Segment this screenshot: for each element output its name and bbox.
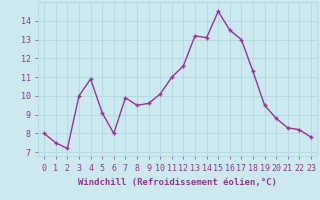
- X-axis label: Windchill (Refroidissement éolien,°C): Windchill (Refroidissement éolien,°C): [78, 178, 277, 187]
